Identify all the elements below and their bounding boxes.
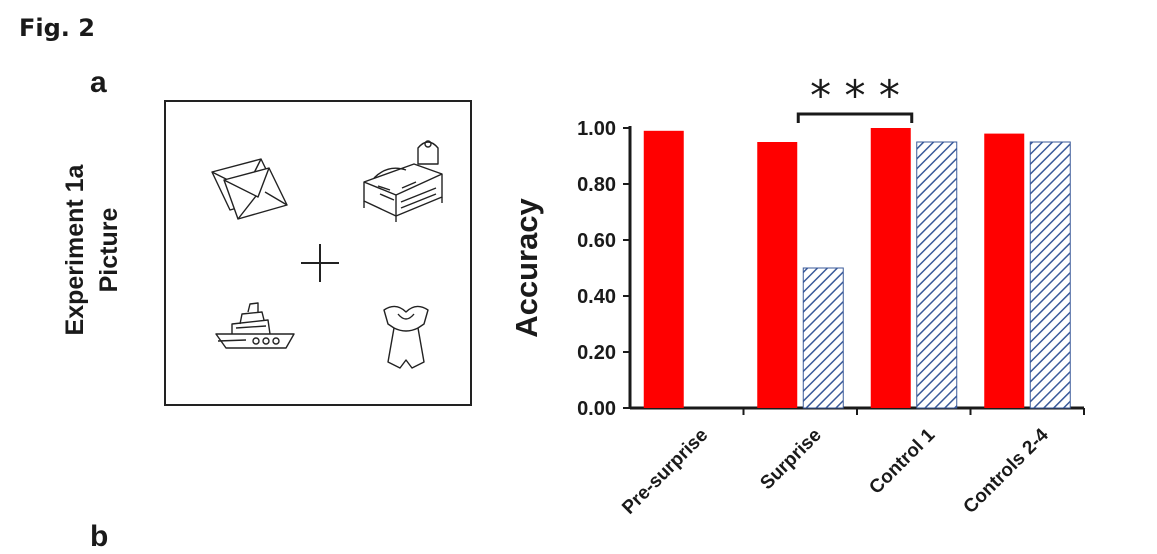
x-tick-label: Pre-surprise: [618, 425, 712, 519]
x-tick-label: Control 1: [865, 424, 939, 498]
y-tick-label: 0.40: [577, 286, 616, 308]
y-tick-label: 0.80: [577, 174, 616, 196]
y-tick-label: 1.00: [577, 118, 616, 140]
bar: [1029, 141, 1071, 409]
bar: [870, 128, 911, 408]
bar: [802, 267, 844, 409]
y-tick-label: 0.60: [577, 230, 616, 252]
panel-b-label: b: [90, 520, 109, 553]
bar: [984, 133, 1025, 408]
experiment-side-label: Experiment 1a Picture: [58, 120, 128, 380]
experiment-label: Experiment 1a: [61, 164, 89, 336]
fixation-cross-icon: [301, 244, 339, 282]
bar: [757, 142, 798, 408]
bar: [643, 130, 684, 409]
x-tick-label: Surprise: [756, 425, 825, 494]
y-tick-label: 0.20: [577, 342, 616, 364]
panel-a-label: a: [90, 66, 107, 99]
boat-icon: [215, 302, 295, 349]
figure-title: Fig. 2: [19, 14, 95, 42]
dress-icon: [383, 305, 429, 369]
significance-bracket: [796, 112, 914, 123]
bed-icon: [363, 140, 443, 222]
significance-label: * * *: [810, 71, 900, 120]
x-tick-label: Controls 2-4: [960, 424, 1054, 518]
y-axis-label: Accuracy: [509, 197, 544, 337]
bar: [916, 141, 958, 409]
y-tick-label: 0.00: [577, 398, 616, 420]
stimulus-display: [164, 100, 472, 406]
envelopes-icon: [211, 158, 288, 220]
condition-label: Picture: [95, 207, 123, 293]
accuracy-bar-chart: 0.00 0.20 0.40 0.60 0.80 1.00 Accuracy Pre-surp…: [509, 71, 1085, 519]
